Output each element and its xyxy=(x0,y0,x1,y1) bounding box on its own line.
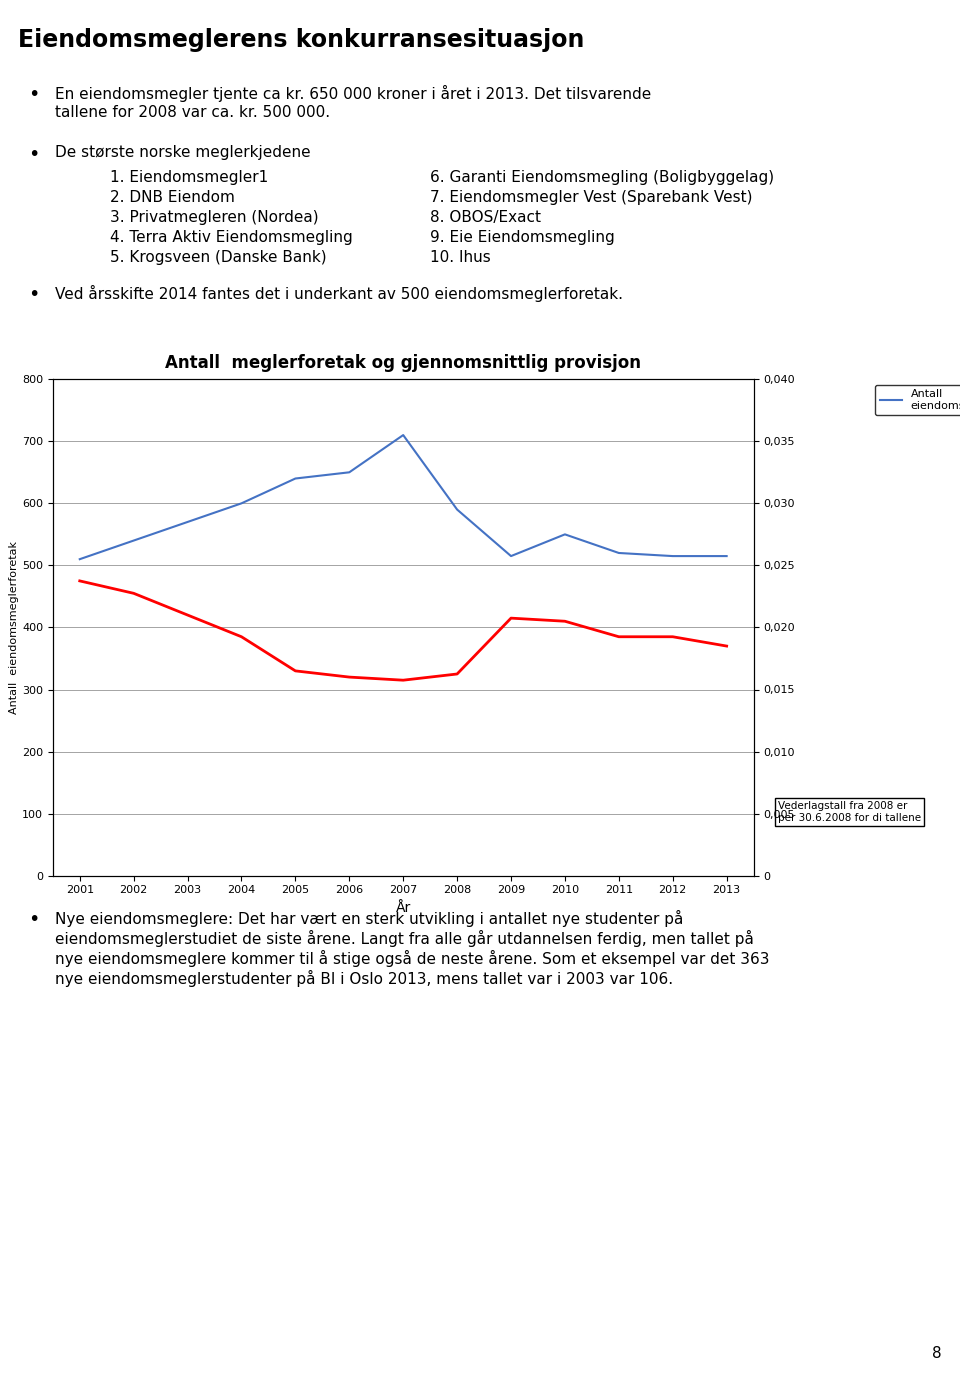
Text: Vederlagstall fra 2008 er
per 30.6.2008 for di tallene: Vederlagstall fra 2008 er per 30.6.2008 … xyxy=(779,801,922,823)
Title: Antall  meglerforetak og gjennomsnittlig provisjon: Antall meglerforetak og gjennomsnittlig … xyxy=(165,354,641,372)
Text: 7. Eiendomsmegler Vest (Sparebank Vest): 7. Eiendomsmegler Vest (Sparebank Vest) xyxy=(430,190,753,205)
Text: 3. Privatmegleren (Nordea): 3. Privatmegleren (Nordea) xyxy=(110,210,319,225)
Text: 8. OBOS/Exact: 8. OBOS/Exact xyxy=(430,210,541,225)
Text: 8: 8 xyxy=(932,1346,942,1361)
Text: 10. Ihus: 10. Ihus xyxy=(430,250,491,265)
Text: •: • xyxy=(28,145,39,164)
Text: •: • xyxy=(28,910,39,929)
Text: tallene for 2008 var ca. kr. 500 000.: tallene for 2008 var ca. kr. 500 000. xyxy=(55,105,330,120)
Text: 5. Krogsveen (Danske Bank): 5. Krogsveen (Danske Bank) xyxy=(110,250,326,265)
Text: eiendomsmeglerstudiet de siste årene. Langt fra alle går utdannelsen ferdig, men: eiendomsmeglerstudiet de siste årene. La… xyxy=(55,929,754,947)
Text: nye eiendomsmeglerstudenter på BI i Oslo 2013, mens tallet var i 2003 var 106.: nye eiendomsmeglerstudenter på BI i Oslo… xyxy=(55,969,673,987)
Text: •: • xyxy=(28,85,39,103)
Y-axis label: Antall  eiendomsmeglerforetak: Antall eiendomsmeglerforetak xyxy=(10,541,19,714)
Text: 6. Garanti Eiendomsmegling (Boligbyggelag): 6. Garanti Eiendomsmegling (Boligbyggela… xyxy=(430,170,774,185)
X-axis label: År: År xyxy=(396,900,411,914)
Legend: Antall
eiendomsmeglingsfо...: Antall eiendomsmeglingsfо... xyxy=(876,385,960,415)
Text: 1. Eiendomsmegler1: 1. Eiendomsmegler1 xyxy=(110,170,268,185)
Text: 9. Eie Eiendomsmegling: 9. Eie Eiendomsmegling xyxy=(430,230,614,245)
Text: Nye eiendomsmeglere: Det har vært en sterk utvikling i antallet nye studenter på: Nye eiendomsmeglere: Det har vært en ste… xyxy=(55,910,684,927)
Text: •: • xyxy=(28,285,39,303)
Text: De største norske meglerkjedene: De største norske meglerkjedene xyxy=(55,145,311,160)
Text: Ved årsskifte 2014 fantes det i underkant av 500 eiendomsmeglerforetak.: Ved årsskifte 2014 fantes det i underkan… xyxy=(55,285,623,302)
Text: 2. DNB Eiendom: 2. DNB Eiendom xyxy=(110,190,235,205)
Text: Eiendomsmeglerens konkurransesituasjon: Eiendomsmeglerens konkurransesituasjon xyxy=(18,28,585,52)
Text: nye eiendomsmeglere kommer til å stige også de neste årene. Som et eksempel var : nye eiendomsmeglere kommer til å stige o… xyxy=(55,950,770,967)
Text: 4. Terra Aktiv Eiendomsmegling: 4. Terra Aktiv Eiendomsmegling xyxy=(110,230,352,245)
Text: En eiendomsmegler tjente ca kr. 650 000 kroner i året i 2013. Det tilsvarende: En eiendomsmegler tjente ca kr. 650 000 … xyxy=(55,85,651,102)
